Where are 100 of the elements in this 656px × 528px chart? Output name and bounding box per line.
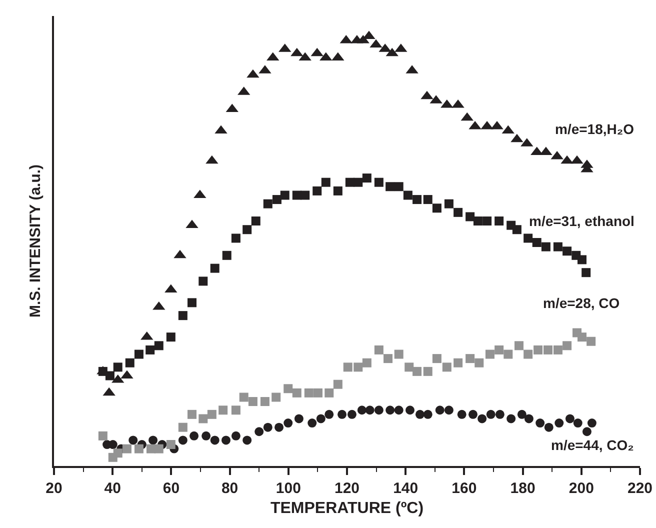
point — [423, 366, 432, 376]
point — [263, 422, 272, 432]
point — [333, 380, 342, 389]
point — [374, 178, 384, 187]
point — [202, 431, 211, 440]
point — [466, 354, 475, 364]
point — [444, 199, 454, 208]
point — [113, 448, 122, 458]
point — [198, 276, 208, 286]
point — [553, 345, 562, 354]
point — [122, 444, 132, 454]
x-axis-title: TEMPERATURE (ºC) — [270, 500, 424, 517]
point — [272, 392, 281, 402]
point — [432, 204, 442, 213]
point — [260, 397, 270, 406]
point — [308, 418, 317, 428]
x-tick-label: 120 — [334, 480, 360, 497]
point — [105, 371, 114, 380]
series-label: m/e=18,H₂O — [555, 121, 634, 137]
x-tick-label: 160 — [452, 480, 477, 497]
point — [254, 427, 264, 436]
point — [207, 410, 216, 419]
point — [494, 345, 504, 354]
point — [242, 225, 252, 234]
point — [347, 410, 356, 419]
point — [146, 345, 155, 354]
point — [435, 406, 444, 415]
point — [338, 410, 347, 419]
point — [280, 190, 290, 200]
point — [573, 418, 582, 428]
x-tick-label: 60 — [162, 480, 180, 497]
point — [357, 406, 366, 415]
point — [494, 216, 504, 226]
point — [394, 350, 404, 359]
point — [457, 410, 466, 419]
point — [514, 341, 524, 350]
point — [190, 431, 199, 440]
point — [134, 350, 144, 359]
point — [587, 418, 596, 428]
point — [466, 212, 475, 222]
point — [412, 366, 422, 376]
point — [524, 234, 533, 243]
point — [536, 418, 545, 428]
point — [524, 350, 533, 359]
point — [577, 255, 586, 264]
point — [210, 436, 220, 445]
point — [166, 332, 176, 342]
point — [134, 444, 144, 454]
x-tick-label: 180 — [510, 480, 536, 497]
point — [577, 332, 586, 342]
point — [128, 436, 138, 445]
point — [512, 225, 522, 234]
point — [98, 431, 108, 440]
point — [473, 216, 482, 226]
point — [384, 354, 393, 364]
point — [386, 406, 395, 415]
series-label: m/e=28, CO — [543, 295, 620, 311]
point — [321, 178, 330, 187]
point — [582, 268, 591, 278]
point — [362, 174, 372, 183]
x-tick-label: 100 — [276, 480, 301, 497]
point — [506, 414, 516, 424]
series-label: m/e=31, ethanol — [529, 213, 634, 229]
point — [248, 397, 258, 406]
point — [354, 178, 363, 187]
point — [504, 350, 513, 359]
point — [263, 199, 272, 208]
y-axis-title: M.S. INTENSITY (a.u.) — [27, 164, 44, 318]
point — [454, 358, 463, 368]
point — [474, 358, 484, 368]
point — [517, 410, 526, 419]
point — [534, 345, 543, 354]
point — [324, 388, 334, 398]
point — [316, 414, 326, 424]
point — [432, 354, 442, 364]
x-tick-label: 140 — [393, 480, 418, 497]
point — [178, 422, 188, 432]
point — [221, 436, 230, 445]
point — [524, 414, 534, 424]
point — [188, 410, 196, 419]
x-tick-label: 220 — [627, 480, 653, 497]
x-tick-label: 20 — [46, 480, 62, 497]
point — [485, 350, 494, 359]
point — [482, 216, 492, 226]
x-tick-label: 200 — [568, 480, 594, 497]
point — [495, 410, 504, 419]
point — [423, 410, 432, 419]
point — [412, 195, 422, 204]
point — [386, 182, 395, 192]
point — [239, 392, 248, 402]
point — [304, 388, 314, 398]
point — [562, 341, 572, 350]
point — [406, 406, 414, 415]
point — [544, 422, 554, 432]
series-label: m/e=44, CO₂ — [551, 437, 634, 453]
point — [284, 384, 293, 394]
point — [284, 418, 293, 428]
point — [125, 358, 134, 368]
point — [582, 427, 592, 436]
point — [562, 246, 572, 256]
